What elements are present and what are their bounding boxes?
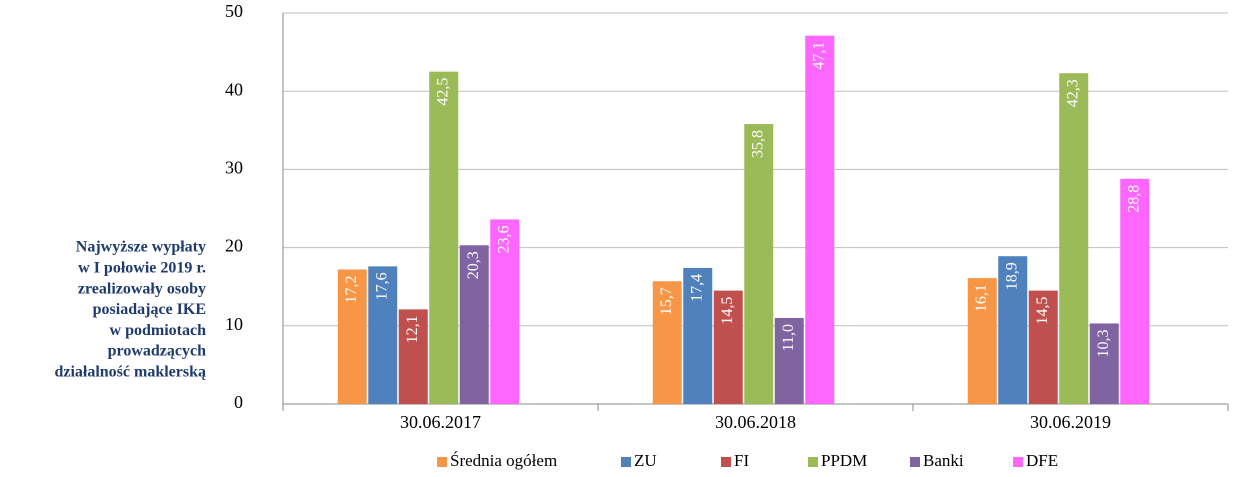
value-label: 11,0 [780, 324, 797, 351]
annotation: zrealizowały osoby [78, 280, 206, 297]
bar [774, 317, 804, 404]
y-tick-label: 30 [225, 158, 243, 178]
value-label: 28,8 [1125, 185, 1142, 213]
legend-swatch [808, 457, 818, 467]
value-label: 16,1 [973, 284, 990, 312]
value-label: 17,2 [343, 275, 360, 303]
value-label: 14,5 [719, 297, 736, 325]
bar [1120, 178, 1150, 404]
bar [967, 278, 997, 404]
x-tick-label: 30.06.2019 [1030, 412, 1111, 432]
bar [1028, 290, 1058, 404]
value-label: 14,5 [1034, 297, 1051, 325]
y-tick-label: 40 [225, 79, 243, 99]
y-tick-label: 20 [225, 236, 243, 256]
value-label: 10,3 [1095, 329, 1112, 357]
annotation: w I połowie 2019 r. [78, 259, 206, 276]
bar [1059, 73, 1089, 405]
value-label: 17,4 [688, 274, 705, 302]
value-label: 35,8 [749, 130, 766, 158]
y-tick-label: 10 [225, 314, 243, 334]
bar [459, 245, 489, 404]
bar [713, 290, 743, 404]
bar [337, 269, 367, 404]
legend-label: Banki [923, 451, 964, 470]
value-label: 20,3 [465, 251, 482, 279]
legend-swatch [1013, 457, 1023, 467]
value-label: 18,9 [1003, 262, 1020, 290]
legend-swatch [437, 457, 447, 467]
value-label: 42,3 [1064, 79, 1081, 107]
legend-swatch [621, 457, 631, 467]
bar [429, 71, 459, 405]
bar [998, 256, 1028, 404]
value-label: 17,6 [373, 272, 390, 300]
annotation: posiadające IKE [93, 301, 206, 318]
bar [368, 266, 398, 404]
bar [652, 281, 682, 404]
annotation: prowadzących [108, 343, 206, 360]
bar [490, 219, 520, 404]
legend-label: PPDM [821, 451, 867, 470]
value-label: 15,7 [658, 287, 675, 315]
bar [805, 35, 835, 404]
bar [398, 309, 428, 404]
y-tick-label: 0 [234, 392, 243, 412]
value-label: 23,6 [495, 225, 512, 253]
bar [1089, 323, 1119, 404]
legend-label: FI [734, 451, 749, 470]
y-tick-label: 50 [225, 1, 243, 21]
value-label: 12,1 [404, 315, 421, 343]
annotation: działalność maklerską [54, 363, 206, 380]
legend-swatch [910, 457, 920, 467]
annotation: w podmiotach [110, 322, 207, 339]
annotation: Najwyższe wypłaty [76, 239, 206, 256]
value-label: 42,5 [434, 78, 451, 106]
bar [683, 267, 713, 404]
x-tick-label: 30.06.2018 [715, 412, 796, 432]
x-tick-label: 30.06.2017 [400, 412, 481, 432]
legend-label: Średnia ogółem [450, 451, 557, 470]
value-label: 47,1 [810, 42, 827, 70]
bar [744, 124, 774, 404]
legend-label: DFE [1026, 451, 1058, 470]
legend-swatch [721, 457, 731, 467]
legend-label: ZU [634, 451, 657, 470]
